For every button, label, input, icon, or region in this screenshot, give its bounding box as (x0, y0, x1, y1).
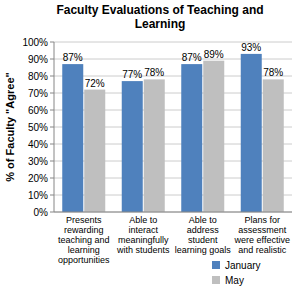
legend-swatch (212, 276, 220, 284)
x-axis (54, 212, 292, 213)
category-line: Able to (129, 215, 157, 225)
category-line: teaching and (58, 235, 110, 245)
tick-mark (50, 42, 54, 43)
tick-label: 40% (28, 139, 48, 150)
category-line: were effective (234, 235, 290, 245)
tick-mark (50, 144, 54, 145)
tick-mark (50, 93, 54, 94)
tick-mark (50, 59, 54, 60)
category-line: assessment (238, 225, 287, 235)
tick-mark (50, 110, 54, 111)
bar (203, 61, 224, 212)
category-line: interact (128, 225, 158, 235)
tick-label: 50% (28, 122, 48, 133)
tick-label: 70% (28, 88, 48, 99)
tick-label: 10% (28, 190, 48, 201)
legend-label: May (225, 275, 244, 286)
tick-label: 80% (28, 71, 48, 82)
category-line: Able to (189, 215, 217, 225)
title: Faculty Evaluations of Teaching andLearn… (56, 3, 263, 31)
y-axis (54, 42, 55, 212)
tick-label: 30% (28, 156, 48, 167)
data-label: 87% (182, 52, 202, 63)
tick-label: 20% (28, 173, 48, 184)
category-line: and realistic (238, 245, 287, 255)
data-label: 78% (144, 67, 164, 78)
category-label: Able toaddressstudentlearning goals (175, 215, 232, 255)
category-line: meaningfully (118, 235, 169, 245)
category-label: Plans forassessmentwere effectiveand rea… (234, 215, 290, 255)
data-label: 72% (85, 78, 105, 89)
data-label: 89% (204, 49, 224, 60)
tick-label: 60% (28, 105, 48, 116)
bar (241, 54, 262, 212)
title-line: Learning (135, 17, 186, 31)
tick-mark (50, 195, 54, 196)
category-line: address (187, 225, 220, 235)
category-line: opportunities (58, 255, 110, 265)
y-axis-label: % of Faculty "Agree" (4, 72, 16, 181)
category-line: rewarding (64, 225, 104, 235)
tick-label: 90% (28, 54, 48, 65)
category-line: student (188, 235, 218, 245)
data-label: 87% (63, 52, 83, 63)
category-line: Presents (66, 215, 102, 225)
category-line: with students (116, 245, 170, 255)
data-label: 93% (241, 42, 261, 53)
bar (263, 79, 284, 212)
tick-mark (50, 161, 54, 162)
data-label: 77% (122, 69, 142, 80)
tick-label: 100% (22, 37, 48, 48)
legend-label: January (225, 260, 261, 271)
chart: Faculty Evaluations of Teaching andLearn… (0, 0, 300, 300)
category-label: Able tointeractmeaningfullywith students (116, 215, 170, 255)
bar (181, 64, 202, 212)
data-label: 78% (263, 67, 283, 78)
category-line: learning goals (175, 245, 232, 255)
tick-mark (50, 212, 54, 213)
bar (62, 64, 83, 212)
category-label: Presentsrewardingteaching andlearningopp… (58, 215, 110, 265)
bar (144, 79, 165, 212)
grid-line (54, 212, 292, 213)
bar (84, 90, 105, 212)
category-line: Plans for (244, 215, 280, 225)
bar (122, 81, 143, 212)
tick-mark (50, 76, 54, 77)
tick-mark (50, 127, 54, 128)
category-line: learning (68, 245, 100, 255)
bars (62, 54, 284, 212)
title-line: Faculty Evaluations of Teaching and (56, 3, 263, 17)
tick-label: 0% (34, 207, 49, 218)
legend-swatch (212, 261, 220, 269)
tick-mark (50, 178, 54, 179)
